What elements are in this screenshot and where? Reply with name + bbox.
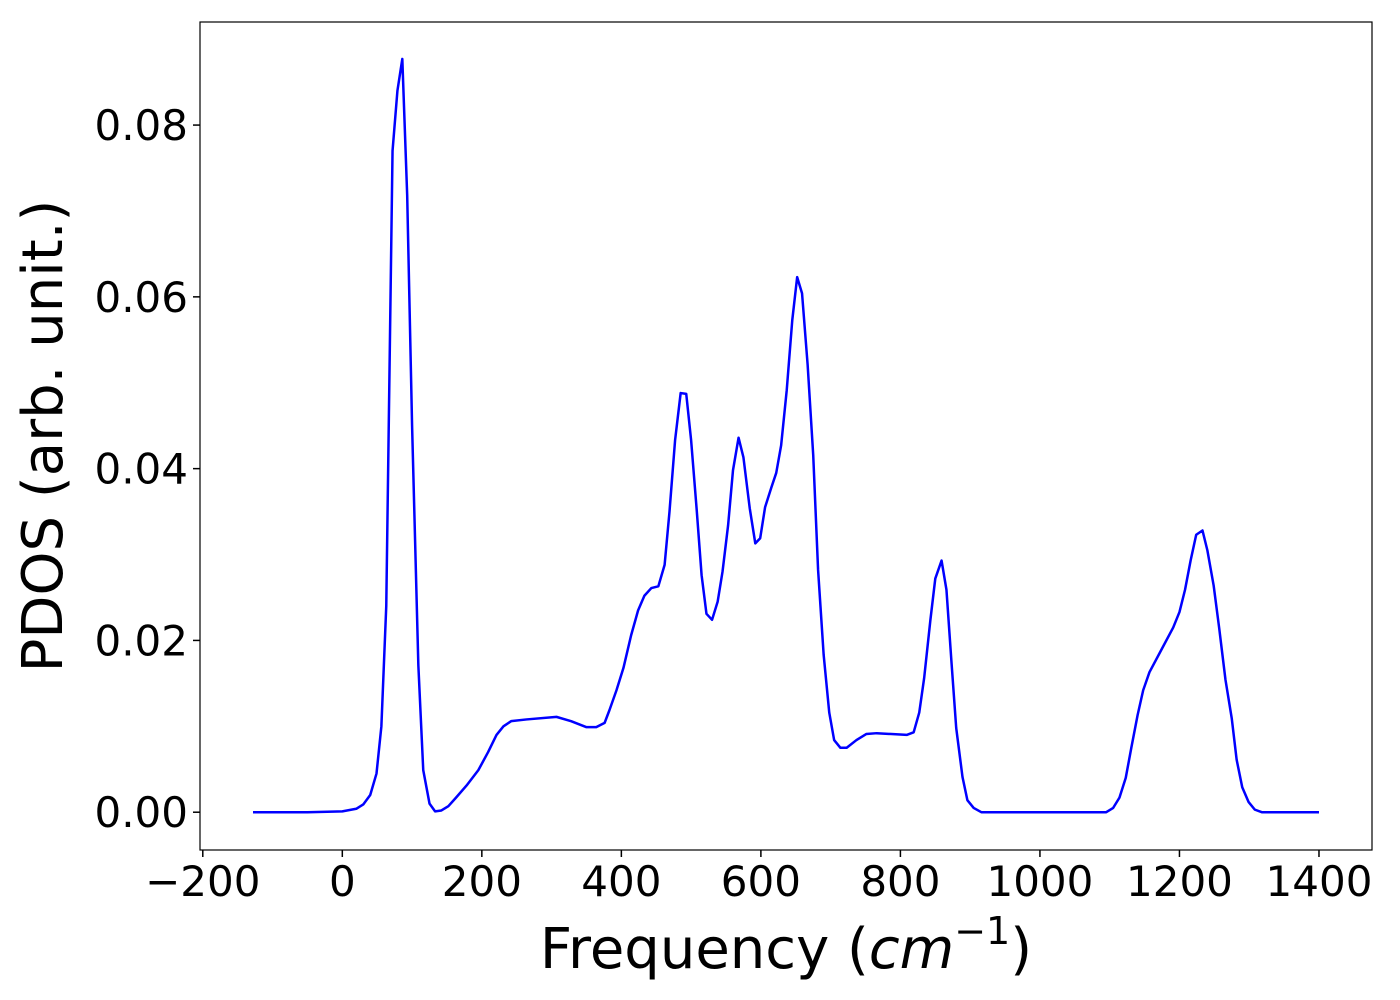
x-tick-label: 600 xyxy=(721,857,801,906)
y-tick-label: 0.02 xyxy=(94,616,188,665)
y-tick-label: 0.00 xyxy=(94,788,188,837)
x-label-text: Frequency ( xyxy=(540,917,869,982)
x-tick-label: 0 xyxy=(329,857,356,906)
x-label-exponent: −1 xyxy=(954,909,1010,953)
x-tick-label: 1400 xyxy=(1266,857,1373,906)
x-tick-label: 400 xyxy=(581,857,661,906)
y-tick-label: 0.08 xyxy=(94,101,188,150)
x-label-close: ) xyxy=(1010,917,1032,982)
pdos-line xyxy=(253,57,1319,814)
x-tick-label: 200 xyxy=(442,857,522,906)
y-tick-label: 0.06 xyxy=(94,273,188,322)
x-tick-label: 1200 xyxy=(1126,857,1233,906)
plot-frame xyxy=(199,21,1373,851)
y-tick-label: 0.04 xyxy=(94,445,188,494)
x-label-unit: cm xyxy=(869,917,954,982)
x-axis-label: Frequency (cm−1) xyxy=(540,909,1032,982)
x-tick-label: 1000 xyxy=(986,857,1093,906)
x-tick-label: −200 xyxy=(145,857,260,906)
x-tick-label: 800 xyxy=(860,857,940,906)
y-axis-label: PDOS (arb. unit.) xyxy=(11,200,76,673)
